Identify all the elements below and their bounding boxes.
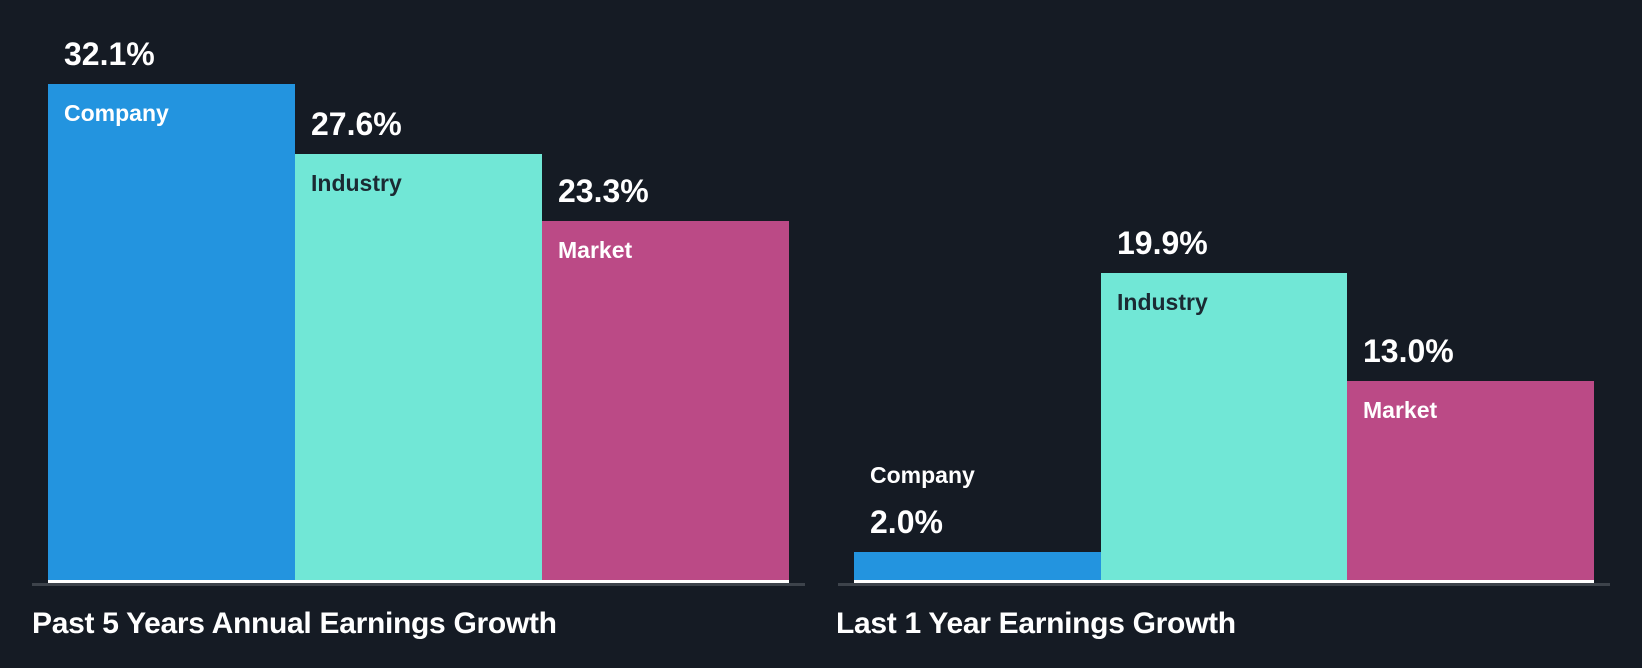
industry-value: 19.9%: [1117, 225, 1208, 261]
company-bar: [854, 552, 1101, 583]
market-bar: Market: [542, 221, 789, 583]
baseline: [854, 580, 1594, 583]
company-label: Company: [64, 100, 169, 126]
x-axis: [32, 583, 805, 586]
chart-title: Past 5 Years Annual Earnings Growth: [32, 607, 557, 640]
company-value: 2.0%: [870, 504, 943, 540]
company-value: 32.1%: [64, 36, 155, 72]
industry-value: 27.6%: [311, 106, 402, 142]
baseline: [48, 580, 789, 583]
market-value: 23.3%: [558, 173, 649, 209]
chart-title: Last 1 Year Earnings Growth: [836, 607, 1236, 640]
market-label: Market: [1363, 397, 1438, 423]
industry-label: Industry: [311, 170, 402, 196]
industry-bar: Industry: [295, 154, 542, 583]
industry-bar: Industry: [1101, 273, 1347, 583]
past-5-years-chart: 32.1% Company 27.6% Industry 23.3% Marke…: [0, 0, 820, 668]
market-label: Market: [558, 237, 633, 263]
x-axis: [838, 583, 1610, 586]
industry-label: Industry: [1117, 289, 1208, 315]
market-bar: Market: [1347, 381, 1594, 583]
market-value: 13.0%: [1363, 333, 1454, 369]
company-bar: Company: [48, 84, 295, 583]
company-label: Company: [870, 462, 975, 488]
